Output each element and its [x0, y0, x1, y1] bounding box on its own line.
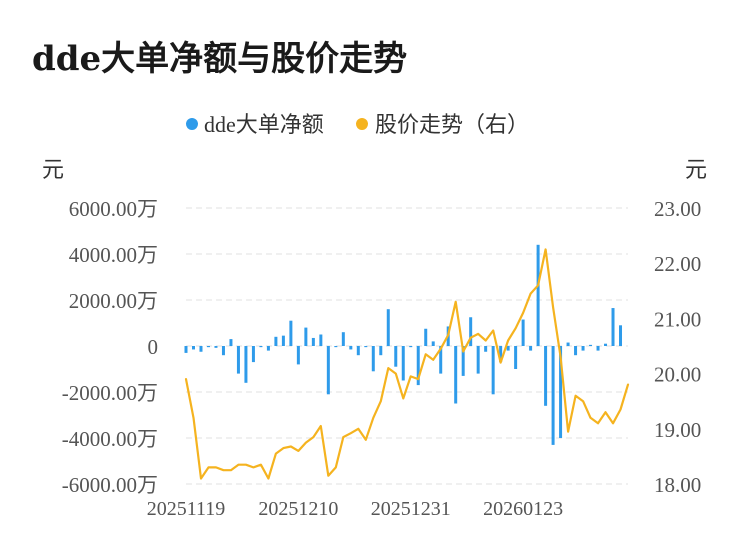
bar	[506, 346, 510, 351]
bar	[266, 346, 270, 351]
left-tick-label: -2000.00万	[62, 381, 158, 405]
bar	[551, 346, 555, 445]
bar	[281, 335, 285, 346]
bar	[454, 346, 458, 404]
bar	[611, 308, 615, 346]
left-axis-ticks: 6000.00万 4000.00万 2000.00万 0 -2000.00万 -4000.…	[62, 197, 158, 497]
bar	[461, 346, 465, 376]
bar	[244, 346, 248, 383]
bar	[304, 327, 308, 346]
bar	[289, 320, 293, 346]
bar	[394, 346, 398, 367]
bar	[184, 346, 188, 353]
right-tick-label: 22.00	[654, 252, 701, 276]
bar	[236, 346, 240, 374]
bar	[469, 317, 473, 346]
right-tick-label: 21.00	[654, 307, 701, 331]
bar	[386, 309, 390, 346]
bar	[476, 346, 480, 374]
bar	[401, 346, 405, 381]
bar	[379, 346, 383, 356]
legend-item-price[interactable]: 股价走势（右）	[356, 112, 529, 137]
right-tick-label: 23.00	[654, 197, 701, 221]
left-tick-label: -4000.00万	[62, 427, 158, 451]
bar	[409, 346, 413, 348]
left-tick-label: 6000.00万	[69, 197, 158, 221]
legend-label-price: 股价走势（右）	[375, 112, 529, 137]
bar	[356, 346, 360, 356]
right-axis-unit: 元	[685, 157, 707, 182]
bar	[499, 346, 503, 363]
bar	[574, 346, 578, 356]
line-series	[184, 248, 630, 480]
bar	[559, 346, 563, 438]
price-line	[184, 248, 630, 480]
bar	[364, 346, 368, 348]
bar	[596, 346, 600, 351]
bar	[251, 346, 255, 363]
bar	[214, 346, 218, 348]
bar	[566, 342, 570, 346]
legend-item-dde[interactable]: dde大单净额	[186, 112, 324, 137]
left-tick-label: 4000.00万	[69, 243, 158, 267]
bar	[491, 346, 495, 395]
bar	[589, 344, 593, 346]
left-tick-label: 0	[148, 335, 159, 359]
bar	[334, 346, 338, 348]
bar	[274, 336, 278, 346]
bar	[296, 346, 300, 365]
bar	[341, 332, 345, 346]
legend-marker-dde	[186, 118, 198, 130]
bar	[371, 346, 375, 372]
bar	[326, 346, 330, 395]
bar	[529, 346, 533, 351]
bar	[206, 346, 210, 348]
right-tick-label: 19.00	[654, 418, 701, 442]
bar	[514, 346, 518, 369]
bar	[229, 339, 233, 346]
bar	[199, 346, 203, 352]
right-tick-label: 18.00	[654, 473, 701, 497]
left-tick-label: 2000.00万	[69, 289, 158, 313]
left-axis-unit: 元	[42, 157, 64, 182]
bar	[544, 346, 548, 406]
chart-title: dde大单净额与股价走势	[32, 39, 407, 79]
bar	[311, 337, 315, 346]
legend: dde大单净额 股价走势（右）	[186, 112, 529, 137]
bar	[416, 346, 420, 386]
bar	[536, 244, 540, 346]
bar	[349, 346, 353, 350]
bar	[521, 319, 525, 346]
bar	[191, 346, 195, 350]
bar	[439, 346, 443, 374]
bar	[581, 346, 585, 351]
x-tick-label: 20260123	[483, 498, 563, 520]
x-tick-label: 20251210	[258, 498, 338, 520]
legend-label-dde: dde大单净额	[204, 112, 324, 137]
bar-series	[184, 244, 623, 445]
right-tick-label: 20.00	[654, 363, 701, 387]
x-axis-ticks: 20251119 20251210 20251231 20260123	[147, 498, 563, 520]
bar	[259, 346, 263, 348]
bar	[221, 346, 225, 356]
x-tick-label: 20251231	[371, 498, 451, 520]
left-tick-label: -6000.00万	[62, 473, 158, 497]
bar	[484, 346, 488, 352]
right-axis-ticks: 23.00 22.00 21.00 20.00 19.00 18.00	[654, 197, 701, 497]
bar	[424, 328, 428, 346]
x-tick-label: 20251119	[147, 498, 226, 520]
bar	[619, 325, 623, 346]
legend-marker-price	[356, 118, 368, 130]
bar	[431, 341, 435, 346]
bar	[319, 334, 323, 346]
bar	[604, 343, 608, 346]
